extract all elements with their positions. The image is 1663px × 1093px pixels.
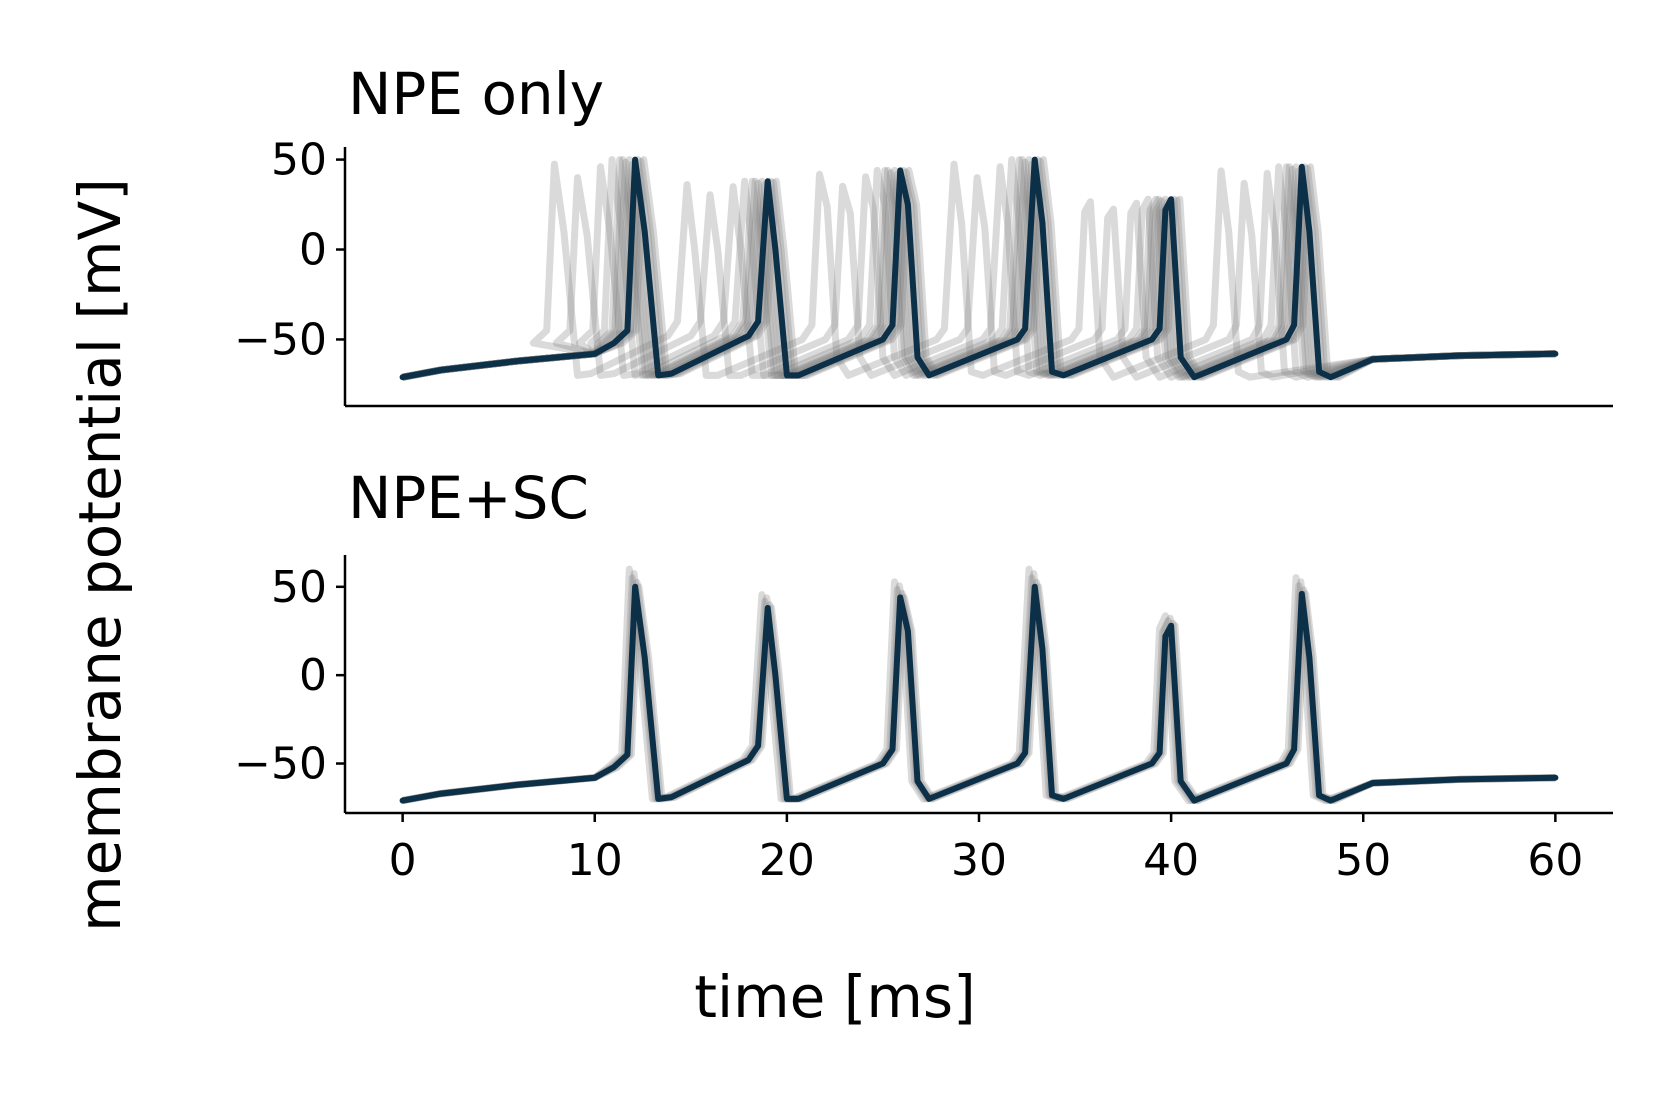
x-tick-label: 60	[1527, 835, 1583, 886]
sample-trace	[401, 174, 1556, 381]
panel-npe-sc: NPE+SC 50 0 −50 0 10 20 30 40 50 60	[234, 464, 1613, 886]
sample-trace	[401, 160, 1556, 381]
y-tick-label: 50	[271, 135, 327, 186]
x-tick-label: 40	[1143, 835, 1199, 886]
sample-trace	[401, 574, 1556, 805]
y-tick-label: 50	[271, 562, 327, 613]
sample-trace	[401, 583, 1556, 805]
sample-trace	[401, 163, 1556, 381]
mean-line	[399, 583, 1559, 804]
sample-trace	[401, 158, 1556, 381]
mean-trace	[399, 583, 1559, 804]
y-tick-label: −50	[234, 314, 327, 365]
sample-trace	[401, 156, 1556, 381]
x-tick-label: 0	[389, 835, 417, 886]
sample-trace	[401, 570, 1556, 805]
sample-trace	[401, 578, 1556, 805]
x-axis-label: time [ms]	[694, 963, 975, 1031]
y-axis-label: membrane potential [mV]	[66, 178, 134, 932]
x-tick-label: 30	[951, 835, 1007, 886]
axes: 50 0 −50	[234, 135, 1613, 408]
y-tick-label: −50	[234, 739, 327, 790]
panel-npe-only: NPE only 50 0 −50	[234, 60, 1613, 408]
panel-title: NPE+SC	[348, 464, 589, 532]
sample-trace	[401, 156, 1556, 381]
sample-traces	[401, 565, 1556, 805]
x-tick-label: 50	[1335, 835, 1391, 886]
mean-trace	[399, 156, 1559, 381]
mean-line	[399, 156, 1559, 381]
sample-traces	[401, 156, 1556, 381]
sample-trace	[401, 565, 1556, 805]
x-tick-label: 20	[759, 835, 815, 886]
x-tick-label: 10	[567, 835, 623, 886]
axes: 50 0 −50 0 10 20 30 40 50 60	[234, 555, 1613, 886]
panel-title: NPE only	[348, 60, 604, 128]
y-tick-label: 0	[299, 650, 327, 701]
sample-trace	[401, 156, 1556, 381]
y-tick-label: 0	[299, 225, 327, 276]
